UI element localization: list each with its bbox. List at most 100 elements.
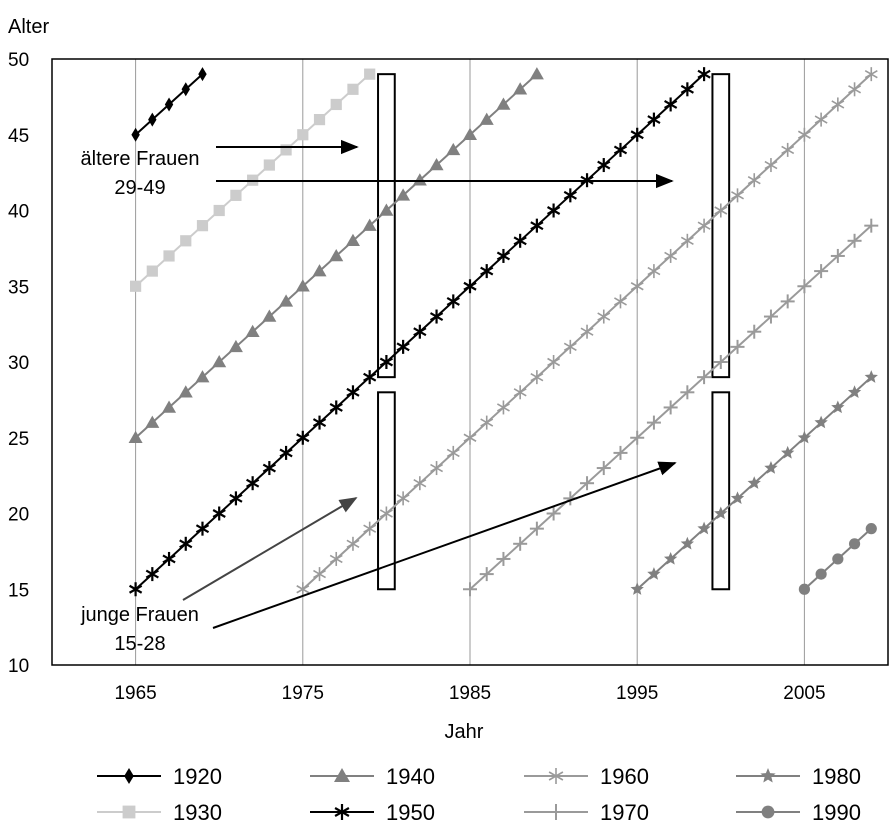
data-point	[797, 430, 812, 444]
data-point	[195, 370, 210, 383]
data-point	[262, 309, 277, 322]
data-point	[529, 67, 544, 80]
data-point	[329, 248, 344, 262]
data-point	[680, 82, 694, 97]
data-point	[546, 506, 561, 521]
series-1940	[128, 67, 544, 443]
data-point	[680, 536, 695, 550]
data-point	[379, 355, 394, 369]
data-point	[496, 400, 510, 415]
data-point	[614, 294, 627, 309]
data-point	[597, 158, 611, 173]
legend-item-1930: 1930	[97, 800, 222, 823]
data-point	[162, 400, 177, 413]
data-point	[496, 248, 511, 263]
data-point	[346, 536, 360, 551]
data-point	[198, 67, 207, 82]
legend-item-1950: 1950	[310, 800, 435, 823]
legend-label: 1920	[173, 764, 222, 789]
legend-marker	[334, 804, 350, 820]
data-point	[346, 385, 360, 400]
x-tick-label: 2005	[783, 683, 825, 704]
data-point	[697, 67, 711, 82]
cohort-box	[711, 391, 731, 591]
y-tick-label: 20	[8, 505, 29, 526]
data-point	[295, 279, 310, 292]
series-1970	[463, 218, 879, 597]
data-point	[597, 309, 611, 324]
data-point	[847, 385, 862, 398]
data-point	[412, 173, 427, 186]
data-point	[413, 476, 427, 491]
data-point	[798, 583, 811, 595]
data-point	[164, 97, 174, 112]
data-point	[479, 567, 494, 582]
data-point	[763, 309, 778, 324]
data-point	[312, 415, 327, 430]
data-point	[463, 582, 477, 597]
data-point	[630, 582, 644, 595]
data-point	[630, 279, 644, 294]
data-point	[647, 567, 661, 580]
legend-item-1960: 1960	[524, 764, 649, 789]
annotation-older-label: ältere Frauen	[81, 148, 200, 170]
data-point	[180, 235, 192, 247]
legend-item-1970: 1970	[524, 800, 649, 823]
data-point	[379, 506, 393, 521]
data-point	[815, 568, 827, 580]
data-point	[313, 114, 326, 126]
cohort-box	[377, 391, 396, 591]
data-point	[195, 521, 210, 536]
data-point	[430, 461, 444, 476]
data-point	[345, 233, 360, 247]
data-point	[162, 551, 176, 566]
data-point	[245, 324, 260, 337]
data-point	[362, 218, 377, 231]
data-point	[646, 415, 661, 430]
cohort-box	[711, 73, 731, 379]
legend-marker	[124, 768, 134, 784]
data-point	[580, 324, 594, 339]
data-point	[280, 144, 292, 156]
data-point	[128, 430, 143, 443]
data-point	[664, 248, 678, 263]
y-tick-label: 40	[8, 202, 29, 223]
y-tick-label: 35	[8, 277, 29, 298]
data-point	[830, 248, 845, 263]
x-tick-labels: 1965 1975 1985 1995 2005	[114, 683, 825, 704]
data-point	[396, 491, 410, 506]
data-point	[814, 112, 828, 127]
data-point	[680, 233, 694, 248]
data-point	[145, 415, 160, 428]
data-point	[714, 506, 728, 520]
y-axis-label: Alter	[8, 16, 49, 38]
data-point	[864, 370, 878, 383]
data-point	[747, 476, 761, 489]
data-point	[680, 385, 695, 400]
data-point	[364, 68, 376, 80]
data-point	[212, 355, 227, 368]
y-tick-labels: 10 15 20 25 30 35 40 45 50	[8, 50, 29, 677]
data-point	[128, 582, 143, 597]
data-point	[864, 218, 879, 233]
data-point	[747, 173, 761, 188]
data-point	[647, 264, 661, 279]
data-point	[530, 218, 544, 233]
data-point	[178, 385, 193, 398]
x-tick-label: 1965	[114, 683, 156, 704]
series-1990	[798, 523, 877, 595]
data-point	[697, 521, 711, 535]
data-point	[613, 445, 628, 460]
y-tick-label: 10	[8, 656, 29, 677]
data-point	[731, 188, 744, 203]
data-point	[363, 521, 377, 536]
y-tick-label: 30	[8, 353, 29, 374]
annotation-young-range: 15-28	[114, 633, 165, 655]
data-point	[864, 67, 878, 82]
data-point	[279, 294, 294, 307]
data-point	[196, 220, 209, 232]
data-point	[781, 445, 795, 459]
data-point	[630, 127, 644, 142]
data-point	[513, 82, 528, 95]
